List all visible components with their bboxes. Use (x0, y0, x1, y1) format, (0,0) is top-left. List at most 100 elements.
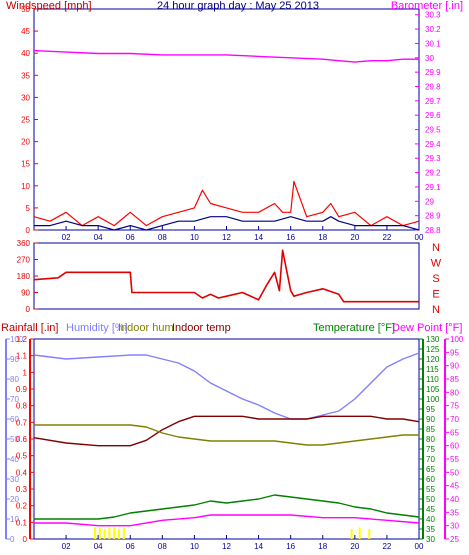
temperature-tick-label: 45 (426, 505, 435, 514)
barometer-axis-label: Barometer [.in] (391, 0, 463, 12)
humidity-tick-label: 70 (10, 395, 19, 404)
x-tick-label: 04 (94, 233, 103, 242)
compass-label: S (432, 273, 439, 285)
temperature-tick-label: 70 (426, 455, 435, 464)
rainfall-tick-label: 0.1 (16, 518, 28, 527)
windspeed-tick-label: 15 (21, 160, 30, 169)
barometer-line (33, 49, 419, 63)
barometer-tick-label: 30 (425, 54, 434, 63)
windspeed-tick-label: 10 (21, 182, 30, 191)
humidity-tick-label: 0 (10, 535, 15, 544)
direction-degree-ticks: 0 90 180 270 360 (17, 239, 38, 314)
barometer-tick-label: 28.8 (425, 226, 441, 235)
humidity-tick-label: 10 (10, 515, 19, 524)
dewpoint-tick-label: 70 (450, 415, 459, 424)
x-tick-label: 02 (62, 542, 71, 551)
dewpoint-ticks: 25 30 35 40 45 50 55 60 65 70 75 80 85 90 95 100 (445, 335, 464, 544)
wind-gust-line (33, 180, 420, 227)
temperature-tick-label: 50 (426, 495, 435, 504)
x-tick-label: 16 (286, 542, 295, 551)
x-tick-label: 20 (350, 542, 359, 551)
rainfall-tick-label: 0.5 (16, 452, 28, 461)
chart-title: 24 hour graph day : May 25 2013 (157, 0, 319, 12)
x-tick-label: 10 (190, 542, 199, 551)
direction-tick-label: 90 (21, 289, 30, 298)
humidity-tick-label: 90 (10, 355, 19, 364)
barometer-tick-label: 30.2 (425, 25, 441, 34)
barometer-tick-label: 29 (425, 197, 434, 206)
indoor-hum-line (34, 424, 419, 446)
temperature-ticks: 3035404550556065707580859095100105110115… (419, 335, 440, 544)
rainfall-tick-label: 1 (23, 368, 28, 377)
compass-label: N (432, 242, 440, 254)
legend-temperature: Temperature [°F] (313, 322, 395, 334)
temperature-tick-label: 115 (426, 365, 439, 374)
rainfall-tick-label: 0.4 (16, 468, 28, 477)
x-tick-label: 00 (415, 233, 424, 242)
temperature-tick-label: 75 (426, 445, 435, 454)
direction-series (33, 249, 419, 303)
temperature-tick-label: 40 (426, 515, 435, 524)
legend-humidity: Humidity [%] (66, 322, 128, 334)
compass-label: N (432, 304, 440, 316)
rainfall-tick-label: 0 (23, 535, 28, 544)
dewpoint-tick-label: 90 (450, 362, 459, 371)
dewpoint-tick-label: 25 (450, 535, 459, 544)
x-tick-label: 20 (350, 233, 359, 242)
barometer-tick-label: 29.8 (425, 82, 441, 91)
rainfall-tick-label: 0.6 (16, 435, 28, 444)
x-tick-label: 18 (318, 542, 327, 551)
windspeed-tick-label: 20 (21, 138, 30, 147)
dewpoint-tick-label: 55 (450, 455, 459, 464)
dew-point-line (34, 514, 420, 527)
barometer-tick-label: 29.4 (425, 140, 441, 149)
legend-indoor-temp: Indoor temp (172, 322, 231, 334)
compass-label: W (431, 258, 442, 270)
legend-dew-point: Dew Point [°F] (392, 322, 462, 334)
humidity-tick-label: 20 (10, 495, 19, 504)
windspeed-tick-label: 35 (21, 71, 30, 80)
temperature-x-ticks: 02 04 06 08 10 12 14 16 18 20 22 00 (62, 535, 424, 551)
humidity-tick-label: 60 (10, 415, 19, 424)
legend-indoor-hum: Indoor hum (118, 322, 174, 334)
barometer-tick-label: 29.6 (425, 111, 441, 120)
barometer-tick-label: 29.3 (425, 154, 441, 163)
windspeed-tick-label: 25 (21, 116, 30, 125)
rainfall-tick-label: 0.7 (16, 418, 28, 427)
temperature-panel: Rainfall [.in] Humidity [%] Indoor hum I… (1, 322, 464, 551)
humidity-tick-label: 30 (10, 475, 19, 484)
x-tick-label: 22 (382, 542, 391, 551)
barometer-tick-label: 29.5 (425, 126, 441, 135)
rainfall-tick-label: 0.3 (16, 485, 28, 494)
dewpoint-tick-label: 30 (450, 522, 459, 531)
rainfall-tick-label: 1.2 (16, 335, 28, 344)
humidity-tick-label: 40 (10, 455, 19, 464)
rainfall-tick-label: 0.2 (16, 502, 28, 511)
compass-label: E (432, 289, 439, 301)
windspeed-axis-label: Windspeed [mph] (6, 0, 92, 12)
temperature-tick-label: 100 (426, 395, 440, 404)
temperature-tick-label: 105 (426, 385, 440, 394)
dewpoint-tick-label: 80 (450, 388, 459, 397)
windspeed-tick-label: 45 (21, 27, 30, 36)
temperature-tick-label: 130 (426, 335, 440, 344)
wind-series (33, 49, 420, 231)
temperature-tick-label: 60 (426, 475, 435, 484)
temperature-tick-label: 35 (426, 525, 435, 534)
temperature-tick-label: 65 (426, 465, 435, 474)
barometer-ticks: 28.8 28.9 29 29.1 29.2 29.3 29.4 29.5 29.6 29.7 29… (415, 11, 441, 235)
x-tick-label: 22 (382, 233, 391, 242)
temperature-tick-label: 110 (426, 375, 439, 384)
humidity-tick-label: 100 (10, 335, 24, 344)
x-tick-label: 14 (254, 542, 263, 551)
windspeed-ticks: 0 5 10 15 20 25 30 35 40 45 50 (21, 5, 38, 235)
humidity-tick-label: 80 (10, 375, 19, 384)
temperature-tick-label: 85 (426, 425, 435, 434)
x-tick-label: 14 (254, 233, 263, 242)
windspeed-tick-label: 40 (21, 49, 30, 58)
temperature-tick-label: 120 (426, 355, 440, 364)
